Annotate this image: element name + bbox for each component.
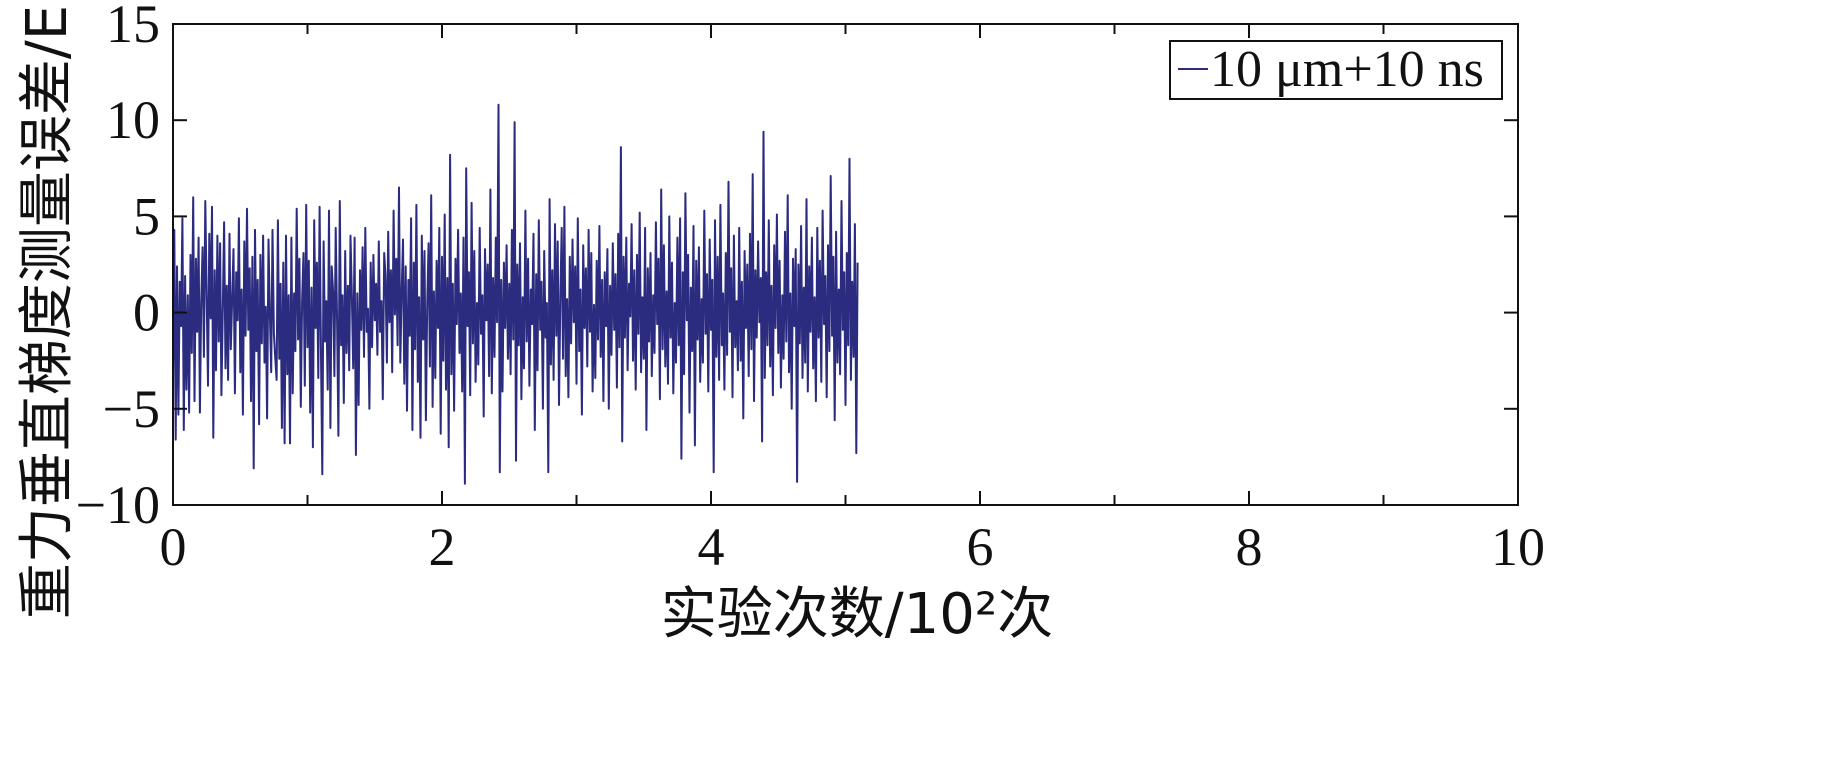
x-axis: 0 2 4 6 8 10 <box>160 24 1545 577</box>
x-tick-label-4: 4 <box>698 517 725 577</box>
series-line-10um-10ns <box>173 103 859 485</box>
legend: 10 μm+10 ns <box>1169 40 1503 100</box>
y-axis-title: 重力垂直梯度测量误差/E <box>15 5 80 619</box>
y-tick-label-10: 10 <box>106 90 160 150</box>
x-tick-label-6: 6 <box>967 517 994 577</box>
legend-box <box>1169 40 1503 100</box>
x-tick-label-10: 10 <box>1491 517 1545 577</box>
y-tick-label-0: 0 <box>133 283 160 343</box>
legend-label-10um-10ns: 10 μm+10 ns <box>1210 41 1484 98</box>
x-axis-title: 实验次数/10²次 <box>661 582 1054 647</box>
y-tick-label-5: 5 <box>133 186 160 246</box>
y-tick-label--5: −5 <box>103 379 160 439</box>
x-tick-label-0: 0 <box>160 517 187 577</box>
x-tick-label-8: 8 <box>1236 517 1263 577</box>
y-axis: −10 −5 0 5 10 15 <box>76 0 1518 535</box>
y-tick-label--10: −10 <box>76 475 160 535</box>
x-tick-label-2: 2 <box>429 517 456 577</box>
y-tick-label-15: 15 <box>106 0 160 54</box>
